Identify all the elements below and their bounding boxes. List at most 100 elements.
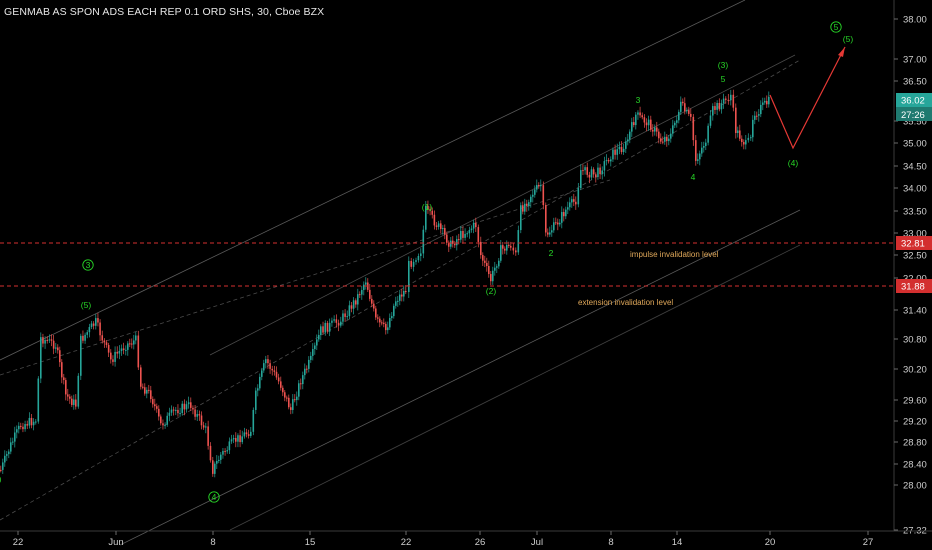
wave-label: 3: [636, 95, 641, 105]
candle-body: [177, 409, 179, 414]
level-price-tag: [896, 236, 932, 250]
candle-body: [571, 199, 573, 203]
candle-body: [257, 388, 259, 391]
candle-body: [140, 367, 142, 387]
candle-body: [284, 392, 286, 398]
candle-body: [741, 138, 743, 143]
candle-body: [433, 214, 436, 226]
candle-body: [24, 424, 26, 430]
candle-body: [415, 260, 417, 262]
candle-body: [381, 322, 383, 324]
candle-body: [625, 141, 627, 149]
candle-body: [616, 149, 619, 155]
candle-body: [504, 248, 506, 251]
candle-body: [697, 159, 699, 161]
candle-body: [107, 344, 110, 353]
wave-label: ): [0, 474, 2, 484]
candle-body: [112, 359, 114, 362]
candle-body: [743, 142, 745, 145]
candle-body: [607, 159, 610, 162]
candle-body: [342, 313, 344, 322]
candle-body: [730, 94, 732, 101]
candle-body: [502, 245, 504, 249]
candle-body: [595, 174, 597, 177]
candle-body: [542, 185, 545, 206]
candle-body: [359, 294, 361, 296]
candle-body: [486, 262, 488, 266]
countdown-label: 27:26: [901, 110, 925, 121]
candle-body: [269, 363, 271, 369]
candle-body: [612, 149, 614, 160]
candle-body: [154, 404, 156, 407]
candle-body: [218, 459, 220, 461]
candle-body: [464, 233, 466, 238]
candle-body: [243, 432, 246, 437]
candle-body: [668, 138, 670, 142]
candle-body: [357, 294, 359, 305]
candle-body: [61, 362, 63, 378]
candle-body: [114, 351, 116, 362]
candle-body: [369, 289, 371, 299]
time-tick-label: 20: [765, 537, 776, 548]
candle-body: [680, 101, 682, 112]
price-tick-label: 32.50: [903, 251, 927, 262]
candle-body: [490, 274, 492, 282]
candle-body: [129, 343, 131, 345]
candle-body: [30, 417, 33, 426]
time-axis[interactable]: 22 Jun 8 15 22 26 Jul 8 14 20 27: [0, 530, 932, 548]
candle-body: [565, 209, 567, 217]
candle-body: [10, 442, 12, 452]
candle-body: [506, 244, 508, 251]
wave-label: (1): [422, 202, 433, 212]
candle-body: [77, 375, 80, 407]
candle-body: [65, 380, 67, 395]
candle-body: [712, 106, 714, 116]
candle-body: [584, 167, 586, 171]
candle-body: [95, 318, 97, 326]
candle-body: [166, 415, 169, 425]
candle-body: [573, 199, 575, 202]
candle-body: [200, 415, 203, 426]
candle-body: [282, 387, 284, 393]
candle-body: [551, 230, 553, 233]
candle-body: [577, 188, 580, 205]
candle-body: [605, 159, 608, 162]
candle-body: [73, 399, 75, 405]
candle-body: [395, 301, 397, 306]
candle-body: [530, 196, 532, 203]
candles-layer: [0, 89, 770, 478]
time-tick-label: 27: [863, 537, 874, 548]
candle-body: [538, 185, 540, 187]
candle-body: [652, 129, 654, 132]
candle-body: [172, 409, 175, 411]
candle-body: [348, 305, 351, 317]
candle-body: [389, 318, 391, 328]
candle-body: [641, 115, 644, 118]
candle-body: [656, 127, 658, 132]
candle-body: [610, 159, 612, 162]
candle-body: [458, 239, 460, 241]
candle-body: [142, 386, 144, 388]
candle-body: [660, 138, 662, 142]
candle-body: [101, 335, 104, 341]
candle-body: [314, 345, 316, 350]
candle-body: [629, 131, 631, 140]
candle-body: [452, 240, 454, 244]
candle-body: [63, 377, 65, 381]
candle-body: [300, 383, 302, 385]
candle-body: [575, 201, 577, 205]
wave-label-circle: [208, 491, 220, 503]
candle-body: [448, 242, 450, 247]
candle-body: [42, 337, 44, 344]
candle-body: [520, 205, 522, 231]
candle-body: [522, 205, 524, 212]
candle-body: [148, 389, 150, 391]
candle-body: [456, 239, 458, 246]
candle-body: [534, 189, 536, 195]
candle-body: [12, 441, 14, 443]
candle-body: [563, 212, 565, 217]
candle-body: [90, 323, 93, 328]
candle-body: [758, 114, 760, 116]
price-axis[interactable]: 38.00 37.00 36.50 35.50 35.00 34.50 34.00 33.50…: [893, 0, 932, 537]
